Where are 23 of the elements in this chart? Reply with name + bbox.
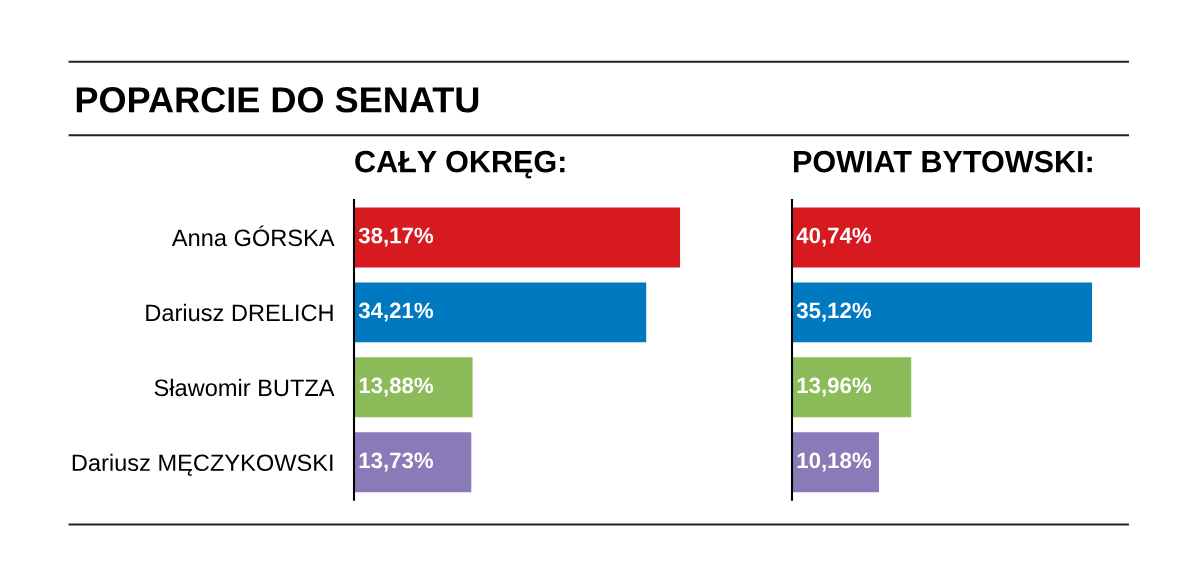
chart-subtitle: CAŁY OKRĘG: [355, 150, 565, 179]
data-label: 13,73% [359, 452, 434, 472]
data-label: 34,21% [358, 302, 434, 322]
data-label: 13,88% [359, 377, 434, 397]
chart-title: POWIAT BYTOWSKI: [794, 150, 1092, 173]
bar [792, 282, 1092, 343]
bar [354, 207, 681, 268]
y-tick-label: Sławomir BUTZA [154, 378, 335, 397]
data-label: 13,96% [797, 377, 872, 397]
data-label: 35,12% [796, 302, 872, 322]
data-label: 38,17% [358, 227, 434, 247]
bar [792, 207, 1140, 268]
y-tick-label: Dariusz DRELICH [146, 303, 333, 322]
bar [792, 432, 879, 493]
data-label: 10,18% [797, 452, 872, 472]
data-label: 40,74% [796, 227, 872, 247]
bar [354, 357, 473, 418]
bar [354, 432, 472, 493]
bar [354, 282, 647, 343]
y-tick-label: Dariusz MĘCZYKOWSKI [72, 453, 333, 476]
bar [792, 357, 912, 418]
y-tick-label: Anna GÓRSKA [171, 225, 335, 247]
chart-title: POPARCIE DO SENATU [76, 87, 479, 113]
